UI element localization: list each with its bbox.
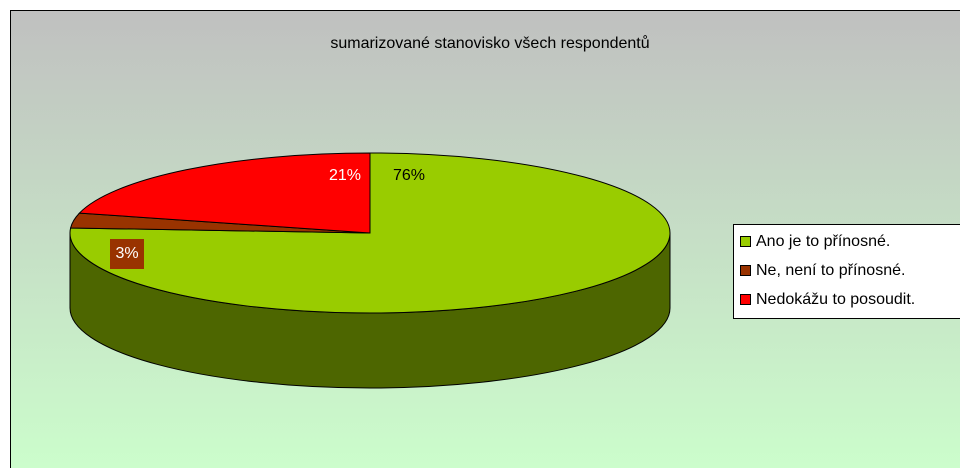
data-label: 21%	[329, 167, 361, 184]
legend-label: Ne, není to přínosné.	[756, 262, 905, 279]
data-label: 76%	[393, 167, 425, 184]
legend-label: Nedokážu to posoudit.	[756, 291, 915, 308]
legend-swatch	[740, 236, 751, 247]
pie: 76% 3% 21%	[69, 152, 671, 389]
data-label-box	[110, 239, 144, 269]
slice	[78, 152, 371, 234]
legend-swatch	[740, 294, 751, 305]
data-label: 3%	[115, 245, 138, 262]
legend-swatch	[740, 265, 751, 276]
chart-title: sumarizované stanovisko všech respondent…	[330, 34, 649, 52]
legend	[733, 224, 960, 319]
legend-label: Ano je to přínosné.	[756, 233, 890, 250]
